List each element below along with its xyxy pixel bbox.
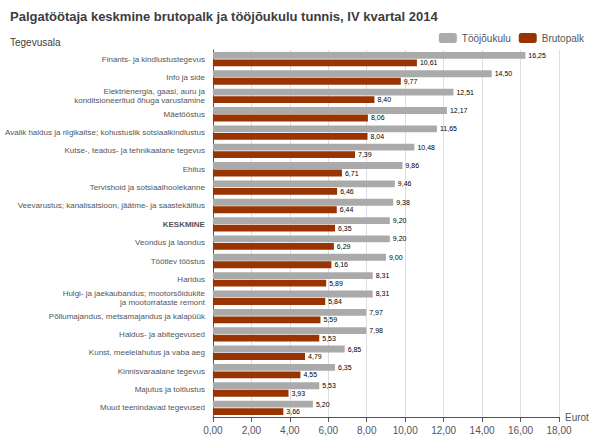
svg-text:3,66: 3,66 — [286, 408, 300, 415]
svg-text:Avalik haldus ja riigikaitse;: Avalik haldus ja riigikaitse; kohustusli… — [5, 128, 205, 137]
svg-text:9,38: 9,38 — [396, 199, 410, 206]
svg-text:9,20: 9,20 — [393, 217, 407, 224]
svg-text:Brutopalk: Brutopalk — [542, 33, 585, 44]
svg-text:ja mootorrataste remont: ja mootorrataste remont — [119, 298, 206, 307]
svg-text:8,00: 8,00 — [357, 425, 377, 436]
svg-text:10,48: 10,48 — [417, 144, 435, 151]
svg-text:2,00: 2,00 — [242, 425, 262, 436]
svg-text:9,46: 9,46 — [398, 180, 412, 187]
svg-text:8,31: 8,31 — [376, 290, 390, 297]
svg-text:8,04: 8,04 — [371, 133, 385, 140]
svg-text:Tegevusala: Tegevusala — [10, 37, 61, 48]
svg-text:4,55: 4,55 — [303, 371, 317, 378]
svg-text:Hulgi- ja jaekaubandus; mootor: Hulgi- ja jaekaubandus; mootorsõidukite — [63, 289, 206, 298]
svg-text:Tööjõukulu: Tööjõukulu — [462, 33, 511, 44]
svg-text:11,65: 11,65 — [440, 125, 457, 132]
svg-text:5,84: 5,84 — [328, 298, 342, 305]
svg-text:Kutse-, teadus- ja tehnikaalan: Kutse-, teadus- ja tehnikaalane tegevus — [64, 146, 205, 155]
svg-text:0,00: 0,00 — [203, 425, 223, 436]
svg-text:Eurot: Eurot — [565, 412, 589, 423]
svg-text:10,00: 10,00 — [393, 425, 418, 436]
svg-text:KESKMINE: KESKMINE — [163, 220, 206, 229]
svg-text:18,00: 18,00 — [546, 425, 571, 436]
svg-text:6,44: 6,44 — [340, 206, 354, 213]
svg-text:14,00: 14,00 — [470, 425, 495, 436]
svg-text:5,89: 5,89 — [329, 280, 343, 287]
svg-text:8,31: 8,31 — [376, 272, 390, 279]
svg-text:12,17: 12,17 — [450, 107, 468, 114]
svg-text:Töötlev tööstus: Töötlev tööstus — [151, 257, 205, 266]
svg-text:8,40: 8,40 — [377, 96, 391, 103]
svg-text:Kunst, meelelahutus ja vaba ae: Kunst, meelelahutus ja vaba aeg — [89, 348, 205, 357]
svg-text:Tervishoid ja sotsiaalhoolekan: Tervishoid ja sotsiaalhoolekanne — [90, 183, 206, 192]
svg-text:6,46: 6,46 — [340, 188, 354, 195]
svg-text:10,61: 10,61 — [420, 59, 438, 66]
svg-text:Veondus ja laondus: Veondus ja laondus — [135, 238, 205, 247]
svg-text:6,71: 6,71 — [345, 170, 359, 177]
svg-text:8,06: 8,06 — [371, 114, 385, 121]
svg-text:Veevarustus; kanalisatsioon, j: Veevarustus; kanalisatsioon, jäätme- ja … — [18, 201, 205, 210]
svg-text:Haridus: Haridus — [177, 275, 205, 284]
svg-text:Haldus- ja abitegevused: Haldus- ja abitegevused — [119, 330, 205, 339]
svg-text:6,00: 6,00 — [319, 425, 339, 436]
svg-text:6,16: 6,16 — [334, 261, 348, 268]
svg-text:16,25: 16,25 — [528, 52, 546, 59]
svg-text:12,51: 12,51 — [456, 89, 474, 96]
svg-text:9,77: 9,77 — [404, 78, 418, 85]
svg-text:4,79: 4,79 — [308, 353, 322, 360]
svg-text:6,85: 6,85 — [348, 346, 362, 353]
svg-text:5,20: 5,20 — [316, 401, 330, 408]
svg-text:Ehitus: Ehitus — [183, 165, 205, 174]
svg-text:Mäetööstus: Mäetööstus — [164, 110, 205, 119]
svg-text:Finants- ja kindlustustegevus: Finants- ja kindlustustegevus — [102, 55, 205, 64]
svg-text:5,59: 5,59 — [323, 316, 337, 323]
svg-text:9,86: 9,86 — [406, 162, 420, 169]
svg-text:12,00: 12,00 — [431, 425, 456, 436]
svg-text:Muud teenindavad tegevused: Muud teenindavad tegevused — [100, 403, 205, 412]
svg-text:6,29: 6,29 — [337, 243, 351, 250]
svg-text:7,98: 7,98 — [369, 327, 383, 334]
svg-text:6,35: 6,35 — [338, 364, 352, 371]
svg-text:6,35: 6,35 — [338, 225, 352, 232]
svg-text:9,20: 9,20 — [393, 235, 407, 242]
svg-text:Majutus ja toitlustus: Majutus ja toitlustus — [135, 385, 205, 394]
svg-text:Elektrienergia, gaasi, auru ja: Elektrienergia, gaasi, auru ja — [104, 87, 206, 96]
svg-text:5,53: 5,53 — [322, 382, 336, 389]
svg-text:5,53: 5,53 — [322, 335, 336, 342]
svg-text:16,00: 16,00 — [508, 425, 533, 436]
svg-text:9,00: 9,00 — [389, 254, 403, 261]
svg-text:7,97: 7,97 — [369, 309, 383, 316]
svg-text:7,39: 7,39 — [358, 151, 372, 158]
svg-text:Palgatöötaja keskmine brutopal: Palgatöötaja keskmine brutopalk ja tööjõ… — [10, 9, 438, 24]
svg-text:Info ja side: Info ja side — [166, 73, 205, 82]
svg-text:Põllumajandus, metsamajandus j: Põllumajandus, metsamajandus ja kalapüük — [49, 312, 206, 321]
svg-text:14,50: 14,50 — [495, 70, 513, 77]
svg-text:konditsioneeritud õhuga varust: konditsioneeritud õhuga varustamine — [74, 96, 205, 105]
svg-text:3,93: 3,93 — [292, 390, 306, 397]
svg-text:4,00: 4,00 — [280, 425, 300, 436]
svg-text:Kinnisvaraalane tegevus: Kinnisvaraalane tegevus — [118, 367, 205, 376]
